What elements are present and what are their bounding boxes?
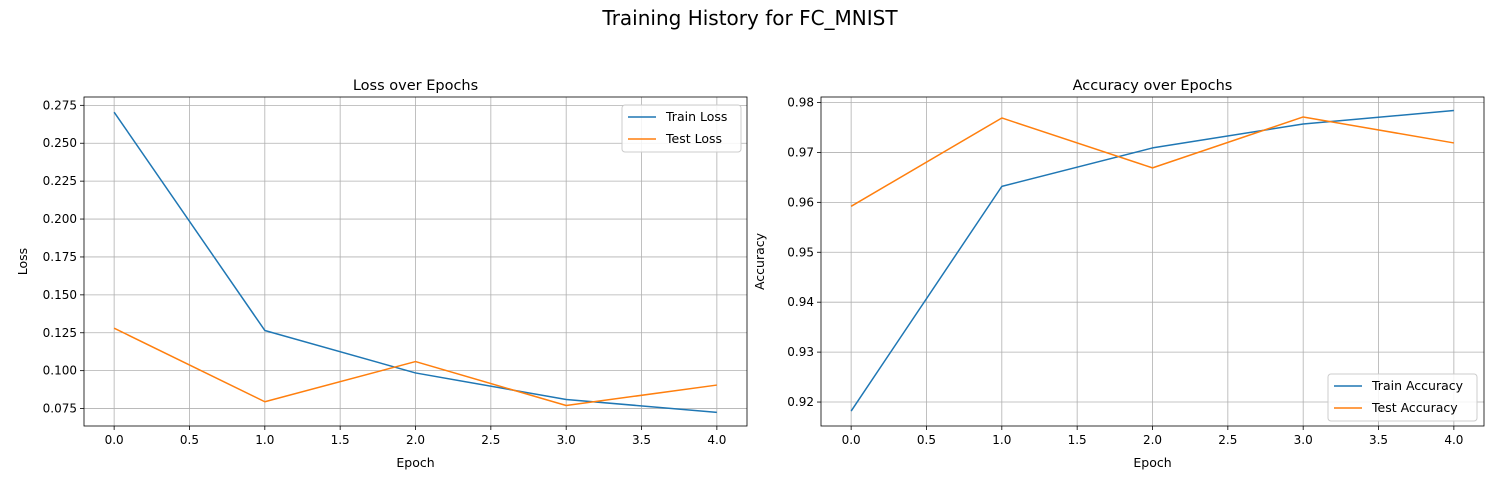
accuracy-xtick-label: 1.0	[992, 433, 1011, 447]
loss-ytick-label: 0.150	[43, 288, 77, 302]
accuracy-xtick-label: 2.0	[1143, 433, 1162, 447]
accuracy-chart: 0.0 0.5 1.0 1.5 2.0 2.5 3.0 3.5 4.0 0.92 0.93 0.94 0…	[752, 78, 1485, 470]
accuracy-legend-label: Test Accuracy	[1371, 400, 1458, 415]
accuracy-ytick-label: 0.95	[787, 245, 814, 259]
accuracy-legend-box	[1327, 373, 1478, 422]
accuracy-ytick-label: 0.96	[787, 195, 814, 209]
loss-xtick-label: 0.0	[105, 433, 124, 447]
accuracy-legend-label: Train Accuracy	[1371, 378, 1464, 393]
loss-xtick-label: 2.0	[406, 433, 425, 447]
accuracy-xtick-label: 4.0	[1444, 433, 1463, 447]
loss-xtick-label: 1.5	[331, 433, 350, 447]
accuracy-xtick-label: 2.5	[1218, 433, 1237, 447]
loss-chart-title: Loss over Epochs	[353, 78, 478, 94]
loss-legend-label: Train Loss	[665, 109, 727, 124]
loss-ytick-label: 0.100	[43, 364, 77, 378]
loss-legend-label: Test Loss	[665, 131, 722, 146]
accuracy-xtick-label: 3.5	[1369, 433, 1388, 447]
accuracy-legend: Train Accuracy Test Accuracy	[1327, 373, 1478, 422]
accuracy-ytick-label: 0.98	[787, 95, 814, 109]
loss-ytick-label: 0.200	[43, 212, 77, 226]
loss-y-axis-label: Loss	[15, 248, 30, 275]
accuracy-y-axis-label: Accuracy	[752, 232, 767, 290]
loss-xtick-label: 0.5	[180, 433, 199, 447]
accuracy-chart-title: Accuracy over Epochs	[1073, 78, 1233, 94]
loss-chart: 0.0 0.5 1.0 1.5 2.0 2.5 3.0 3.5 4.0 0.075 0.100 0.1…	[15, 78, 748, 470]
loss-xtick-label: 4.0	[707, 433, 726, 447]
accuracy-xtick-label: 0.0	[842, 433, 861, 447]
loss-xtick-label: 3.5	[632, 433, 651, 447]
accuracy-xtick-label: 1.5	[1068, 433, 1087, 447]
accuracy-axes-frame	[820, 96, 1485, 427]
accuracy-xtick-label: 0.5	[917, 433, 936, 447]
loss-axes-frame	[83, 96, 748, 427]
loss-ytick-label: 0.250	[43, 136, 77, 150]
loss-xtick-label: 1.0	[255, 433, 274, 447]
accuracy-xtick-label: 3.0	[1294, 433, 1313, 447]
loss-xtick-label: 3.0	[557, 433, 576, 447]
loss-xtick-label: 2.5	[481, 433, 500, 447]
loss-ytick-label: 0.175	[43, 250, 77, 264]
loss-ytick-label: 0.075	[43, 402, 77, 416]
accuracy-x-axis-label: Epoch	[1133, 455, 1171, 470]
accuracy-ytick-label: 0.92	[787, 395, 814, 409]
loss-legend: Train Loss Test Loss	[621, 104, 742, 153]
loss-ytick-label: 0.275	[43, 98, 77, 112]
figure-title: Training History for FC_MNIST	[602, 6, 898, 30]
accuracy-ytick-label: 0.97	[787, 145, 814, 159]
loss-ytick-label: 0.225	[43, 174, 77, 188]
loss-x-axis-label: Epoch	[396, 455, 434, 470]
accuracy-ytick-label: 0.94	[787, 295, 814, 309]
loss-ytick-label: 0.125	[43, 326, 77, 340]
accuracy-ytick-label: 0.93	[787, 345, 814, 359]
